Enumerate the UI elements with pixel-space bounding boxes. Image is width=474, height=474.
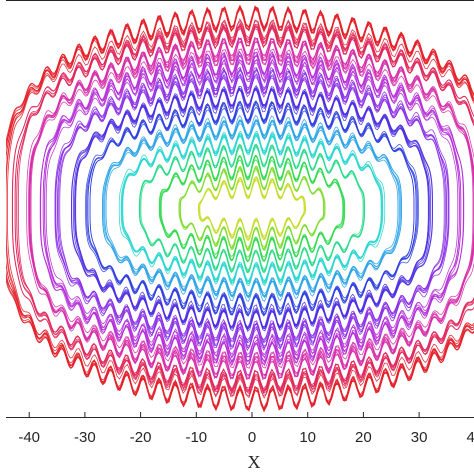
series-line xyxy=(104,120,400,297)
series-line xyxy=(86,106,418,311)
series-line xyxy=(178,166,326,251)
x-tick-label: 40 xyxy=(466,429,474,446)
series-line xyxy=(39,58,465,359)
series-line xyxy=(89,100,415,317)
series-line xyxy=(199,176,305,241)
series-line xyxy=(6,5,474,412)
series-line xyxy=(55,76,449,341)
x-tick-label: -30 xyxy=(74,429,96,446)
x-tick-label: 10 xyxy=(299,429,316,446)
series-line xyxy=(14,27,474,390)
series-line xyxy=(198,178,306,239)
series-line xyxy=(6,6,474,410)
x-tick-label: -40 xyxy=(18,429,40,446)
x-axis-ticks: -40 -30 -20 -10 0 10 20 30 40 xyxy=(18,412,474,446)
x-axis-label: X xyxy=(248,452,261,472)
series-line xyxy=(29,48,474,369)
orbit-curves xyxy=(6,4,474,413)
x-tick-label: -20 xyxy=(130,429,152,446)
series-line xyxy=(122,132,382,285)
series-line xyxy=(6,18,474,399)
series-line xyxy=(18,20,474,398)
series-line xyxy=(30,38,474,379)
series-line xyxy=(28,40,474,377)
series-line xyxy=(11,23,474,394)
series-line xyxy=(70,87,434,330)
x-tick-label: 20 xyxy=(355,429,372,446)
series-line xyxy=(158,155,346,263)
series-line xyxy=(138,143,366,274)
series-line xyxy=(180,165,324,252)
x-tick-label: 30 xyxy=(411,429,428,446)
series-line xyxy=(57,68,447,349)
series-line xyxy=(75,88,429,329)
x-tick-label: -10 xyxy=(185,429,207,446)
x-tick-label: 0 xyxy=(248,429,256,446)
